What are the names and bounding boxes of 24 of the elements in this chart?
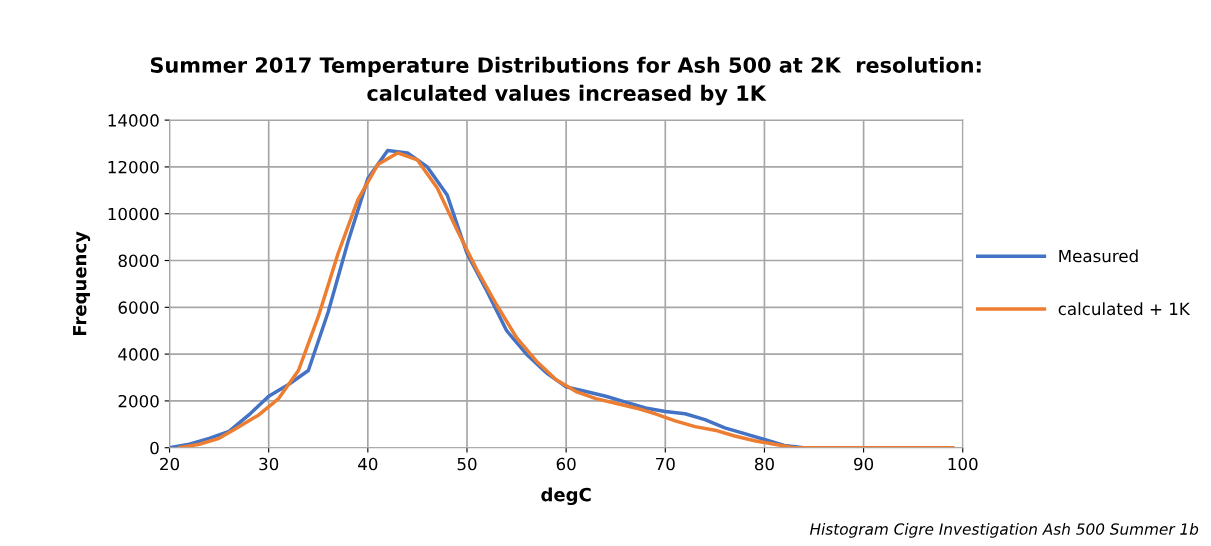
- y-axis-title: Frequency: [73, 231, 91, 336]
- x-tick-label: 50: [457, 457, 477, 471]
- text: Histogram Cigre Investigation Ash 500 Summer 1b: [809, 523, 1199, 538]
- x-axis-title: degC: [541, 487, 591, 506]
- x-tick-label: 40: [358, 457, 378, 471]
- line-series: [177, 151, 955, 448]
- y-tick-label: 6000: [118, 301, 159, 314]
- y-tick-label: 4000: [118, 348, 159, 361]
- y-tick-label: 8000: [118, 254, 159, 268]
- y-tick-label: 12000: [108, 160, 159, 174]
- legend-label: calculated + 1K: [1058, 302, 1191, 316]
- y-tick-label: 10000: [108, 207, 159, 221]
- x-tick-label: 30: [259, 457, 279, 471]
- y-tick-label: 2000: [118, 394, 159, 408]
- x-tick-label: 70: [656, 457, 675, 471]
- x-tick-label: 90: [854, 457, 874, 471]
- x-tick-label: 100: [948, 457, 978, 471]
- y-tick-label: 0: [150, 441, 159, 455]
- x-tick-label: 20: [160, 457, 180, 471]
- legend-label: Measured: [1059, 249, 1138, 263]
- chart-title: Summer 2017 Temperature Distributions for Ash 500 at 2K resolution: calculated values increased by 1K: [150, 56, 981, 106]
- y-tick-label: 14000: [108, 114, 159, 127]
- x-tick-label: 60: [556, 457, 576, 471]
- x-tick-label: 80: [754, 457, 774, 471]
